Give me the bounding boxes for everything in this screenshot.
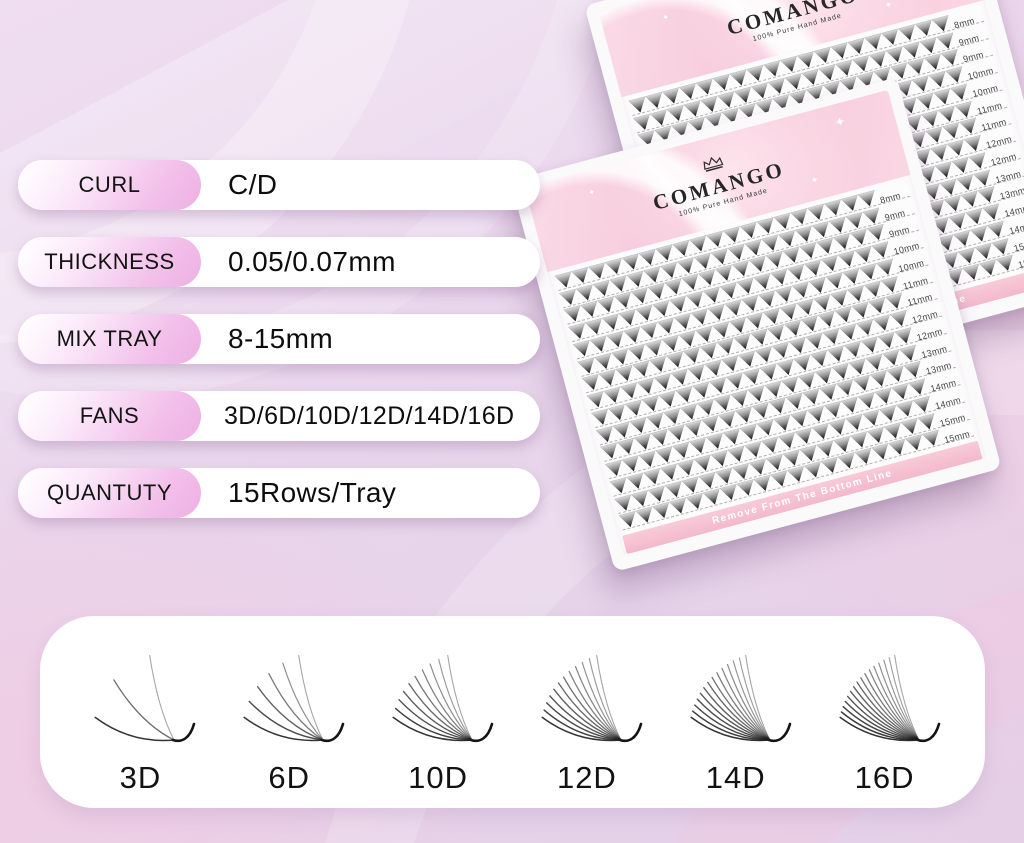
fan-example-12d: 12D [512, 624, 661, 796]
fan-label: 3D [119, 759, 162, 795]
spec-pill-quantity: QUANTUTY 15Rows/Tray [18, 468, 540, 518]
fan-label: 6D [268, 759, 311, 795]
spec-value: 8-15mm [228, 323, 334, 354]
lash-fans-strip [614, 412, 935, 511]
lash-fan-image [392, 654, 494, 742]
spec-list: CURL C/D THICKNESS 0.05/0.07mm MIX TRAY … [0, 0, 560, 560]
spec-label: QUANTUTY [18, 468, 201, 518]
fan-label: 12D [556, 759, 617, 795]
lash-fan-image [838, 654, 940, 742]
spec-value: 3D/6D/10D/12D/14D/16D [224, 401, 515, 430]
lash-row: 15mm [614, 403, 970, 514]
lash-row: 12mm [591, 318, 947, 428]
lash-fans-strip [604, 378, 926, 477]
lash-fan-image [541, 654, 643, 742]
lash-rows: 8mm 9mm 9mm 10mm 10mm 11mm 11mm 12mm 12mm 13mm 13m… [547, 175, 980, 534]
lash-fans-strip [591, 326, 912, 425]
lash-fan-image [243, 654, 345, 742]
lash-row: 9mm [632, 23, 989, 133]
tray-header: ✦ ✦ ✦ COMANGO 100% Pure Hand Made [524, 89, 911, 273]
lash-fans-strip [632, 31, 954, 130]
sparkle-icon: ✦ [809, 174, 820, 186]
fan-label: 16D [854, 759, 915, 795]
spec-pill-mix-tray: MIX TRAY 8-15mm [18, 314, 540, 364]
lash-fans-strip [572, 258, 893, 357]
lash-row: 11mm [577, 266, 934, 377]
sparkle-icon: ✦ [832, 112, 848, 131]
lash-row: 9mm [563, 215, 920, 325]
lash-row: 13mm [600, 352, 957, 463]
lash-fans-strip [595, 344, 916, 442]
lash-fans-strip [609, 395, 930, 494]
fan-example-6d: 6D [215, 624, 364, 796]
lash-row: 9mm [558, 198, 915, 308]
lash-row: 15mm [618, 421, 975, 531]
lash-row-size-label: 15mm [1012, 236, 1024, 254]
fan-example-16d: 16D [810, 624, 959, 796]
lash-row: 11mm [581, 283, 938, 394]
spec-label: CURL [18, 160, 201, 210]
lash-fans-strip [563, 224, 884, 322]
lash-row: 10mm [568, 232, 924, 343]
spec-value: 15Rows/Tray [228, 477, 397, 508]
spec-value: 0.05/0.07mm [228, 246, 396, 277]
crown-icon [703, 156, 724, 172]
fan-example-3d: 3D [66, 624, 215, 796]
fan-example-10d: 10D [364, 624, 513, 796]
spec-pill-fans: FANS 3D/6D/10D/12D/14D/16D [18, 391, 540, 441]
spec-label: MIX TRAY [18, 314, 201, 364]
lash-fan-image [94, 654, 196, 742]
spec-value: C/D [228, 169, 278, 200]
fan-label: 14D [705, 759, 766, 795]
fan-label: 10D [408, 759, 468, 795]
lash-fan-image [690, 654, 792, 742]
lash-fans-strip [577, 275, 898, 374]
lash-row: 14mm [604, 369, 961, 480]
sparkle-icon: ✦ [587, 186, 597, 198]
spec-pill-curl: CURL C/D [18, 160, 540, 210]
spec-label: THICKNESS [18, 237, 201, 287]
lash-fans-strip [558, 206, 880, 305]
lash-tray-front: ✦ ✦ ✦ COMANGO 100% Pure Hand Made 8mm 9mm… [510, 77, 1002, 572]
lash-row: 10mm [572, 249, 929, 360]
lash-row-size-label: 15mm [1017, 253, 1024, 271]
brand-block: COMANGO 100% Pure Hand Made [646, 139, 790, 223]
spec-label: FANS [18, 391, 201, 441]
lash-fans-strip [581, 292, 903, 391]
lash-row: 13mm [595, 335, 952, 446]
spec-pill-thickness: THICKNESS 0.05/0.07mm [18, 237, 540, 287]
sparkle-icon: ✦ [661, 11, 671, 23]
lash-fans-strip [600, 361, 921, 459]
lash-row: 8mm [554, 181, 911, 291]
sparkle-icon: ✦ [883, 0, 894, 11]
lash-fans-strip [568, 241, 889, 339]
fan-example-14d: 14D [661, 624, 810, 796]
lash-fans-strip [628, 14, 949, 113]
fan-examples-panel: 3D 6D 10D 12D 14D 16D [40, 616, 985, 808]
lash-fans-strip [586, 309, 907, 408]
lash-row: 12mm [586, 301, 943, 411]
lash-row: 14mm [609, 386, 966, 497]
lash-fans-strip [618, 429, 939, 528]
lash-fans-strip [554, 189, 875, 288]
lash-row: 8mm [628, 6, 985, 116]
